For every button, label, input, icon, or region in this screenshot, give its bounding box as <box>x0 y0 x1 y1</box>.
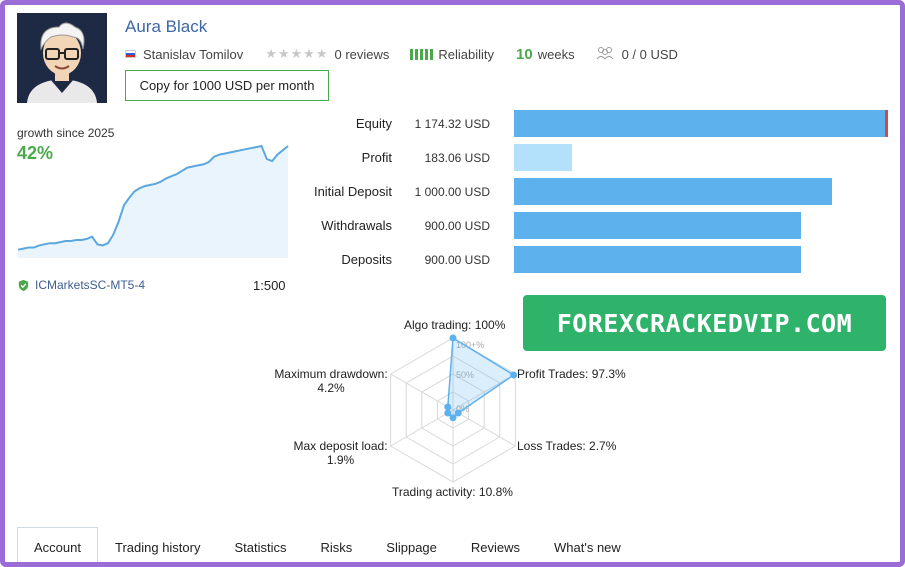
tab-trading-history[interactable]: Trading history <box>114 540 201 555</box>
radar-spoke <box>452 373 516 411</box>
server-name[interactable]: ICMarketsSC-MT5-4 <box>35 278 146 292</box>
stat-label: Initial Deposit <box>313 184 392 199</box>
radar-point[interactable] <box>449 414 457 422</box>
stat-bar[interactable] <box>514 110 888 137</box>
author-name[interactable]: Stanislav Tomilov <box>143 46 244 62</box>
stat-value: 1 000.00 USD <box>414 185 490 199</box>
drawdown-title: Maximum drawdown: <box>274 367 388 381</box>
tab-risks[interactable]: Risks <box>320 540 353 555</box>
radar-label-activity: Trading activity: 10.8% <box>392 485 513 499</box>
stat-label: Withdrawals <box>321 218 392 233</box>
signal-tabs: Account Trading history Statistics Risks Sli… <box>17 527 638 567</box>
growth-line <box>17 144 289 251</box>
stat-value: 900.00 USD <box>424 253 490 267</box>
stat-bar[interactable] <box>514 246 801 273</box>
radar-spoke <box>390 409 454 447</box>
signal-title[interactable]: Aura Black <box>125 17 208 36</box>
deposit-load-title: Max deposit load: <box>293 439 388 453</box>
stat-value: 1 174.32 USD <box>414 117 490 131</box>
watermark-banner: FOREXCRACKEDVIP.COM <box>523 295 886 351</box>
radar-spoke <box>452 409 516 447</box>
tab-account[interactable]: Account <box>17 527 98 567</box>
radar-label-algo: Algo trading: 100% <box>404 318 506 332</box>
deposit-load-value: 1.9% <box>326 453 355 467</box>
stat-bar[interactable] <box>514 212 801 239</box>
subscribers-icon <box>596 46 614 63</box>
avatar-illustration <box>17 13 107 103</box>
radar-svg: 100+% 50% 0% <box>390 334 518 483</box>
reliability-bars-icon <box>410 48 434 60</box>
radar-label-loss: Loss Trades: 2.7% <box>517 439 617 453</box>
broker-server[interactable]: ICMarketsSC-MT5-4 <box>17 278 145 292</box>
radar-ring-label: 0% <box>456 404 469 414</box>
weeks-number: 10 <box>516 45 533 63</box>
weeks-label: weeks <box>537 46 575 62</box>
tab-what-s-new[interactable]: What's new <box>554 540 621 555</box>
radar-label-profit: Profit Trades: 97.3% <box>517 367 626 381</box>
stat-value: 183.06 USD <box>424 151 490 165</box>
radar-point[interactable] <box>444 409 452 417</box>
signal-meta-row: Stanislav Tomilov ★★★★★ 0 reviews Reliab… <box>125 46 678 63</box>
growth-area <box>18 146 288 258</box>
author-avatar[interactable] <box>17 13 107 103</box>
radar-point[interactable] <box>454 409 462 417</box>
tab-statistics[interactable]: Statistics <box>234 540 287 555</box>
radar-ring-label: 100+% <box>456 340 484 350</box>
drawdown-value: 4.2% <box>317 381 345 395</box>
reliability-label: Reliability <box>438 46 495 62</box>
radar-spoke <box>390 373 454 411</box>
equity-marker <box>885 110 888 137</box>
stat-bar[interactable] <box>514 178 832 205</box>
russia-flag-icon <box>125 50 136 58</box>
verified-shield-icon <box>18 279 29 291</box>
tab-reviews[interactable]: Reviews <box>470 540 521 555</box>
growth-chart[interactable] <box>17 140 289 258</box>
radar-ring-label: 50% <box>456 370 474 380</box>
radar-chart: 100+% 50% 0% <box>270 310 640 510</box>
radar-label-drawdown: Maximum drawdown: 4.2% <box>274 367 388 395</box>
radar-point[interactable] <box>444 403 452 411</box>
radar-point[interactable] <box>449 334 457 342</box>
stat-label: Profit <box>361 150 392 165</box>
stat-value: 900.00 USD <box>424 219 490 233</box>
reviews-count[interactable]: 0 reviews <box>334 46 390 62</box>
weeks-counter: 10 weeks <box>516 46 575 63</box>
growth-label: growth since 2025 <box>17 126 115 140</box>
stat-label: Equity <box>355 116 392 131</box>
leverage-value: 1:500 <box>253 278 286 293</box>
subscribers-value: 0 / 0 USD <box>621 46 678 62</box>
radar-label-deposit-load: Max deposit load: 1.9% <box>293 439 388 467</box>
stat-bar[interactable] <box>514 144 572 171</box>
tab-slippage[interactable]: Slippage <box>386 540 437 555</box>
rating-stars-icon: ★★★★★ <box>265 46 329 61</box>
growth-value: 42% <box>17 143 54 163</box>
stat-label: Deposits <box>341 252 392 267</box>
copy-signal-button[interactable]: Copy for 1000 USD per month <box>125 70 329 101</box>
radar-point[interactable] <box>510 371 518 379</box>
